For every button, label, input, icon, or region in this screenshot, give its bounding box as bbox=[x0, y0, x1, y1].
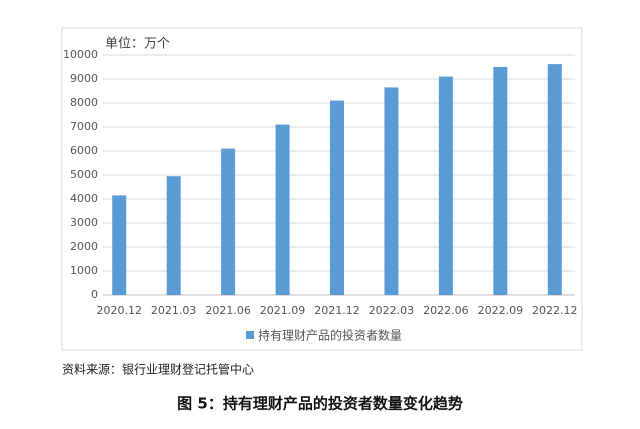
y-tick-label: 1000 bbox=[70, 264, 98, 277]
bar bbox=[493, 67, 508, 295]
bar bbox=[438, 76, 453, 295]
legend-swatch bbox=[246, 331, 254, 339]
bar bbox=[221, 148, 236, 295]
x-tick-label: 2021.06 bbox=[205, 304, 251, 317]
x-tick-label: 2021.09 bbox=[260, 304, 306, 317]
y-tick-label: 8000 bbox=[70, 96, 98, 109]
x-tick-label: 2022.06 bbox=[423, 304, 469, 317]
y-tick-label: 6000 bbox=[70, 144, 98, 157]
bar bbox=[330, 100, 344, 295]
y-tick-label: 4000 bbox=[70, 192, 98, 205]
caption: 图 5：持有理财产品的投资者数量变化趋势 bbox=[177, 395, 463, 413]
bar bbox=[384, 87, 399, 296]
y-tick-label: 0 bbox=[91, 288, 98, 301]
y-tick-label: 9000 bbox=[70, 72, 98, 85]
x-tick-label: 2022.03 bbox=[369, 304, 415, 317]
x-tick-label: 2020.12 bbox=[96, 304, 142, 317]
y-tick-label: 10000 bbox=[63, 48, 98, 61]
x-tick-label: 2021.03 bbox=[151, 304, 197, 317]
unit-label: 单位：万个 bbox=[105, 37, 170, 52]
x-tick-label: 2021.12 bbox=[314, 304, 360, 317]
bar bbox=[547, 64, 562, 296]
bar bbox=[112, 195, 127, 295]
y-tick-label: 5000 bbox=[70, 168, 98, 181]
y-tick-label: 7000 bbox=[70, 120, 98, 133]
source-note: 资料来源：银行业理财登记托管中心 bbox=[62, 362, 254, 377]
y-tick-label: 2000 bbox=[70, 240, 98, 253]
bar bbox=[166, 176, 181, 295]
x-tick-label: 2022.12 bbox=[532, 304, 578, 317]
y-tick-label: 3000 bbox=[70, 216, 98, 229]
x-tick-label: 2022.09 bbox=[478, 304, 524, 317]
legend-label: 持有理财产品的投资者数量 bbox=[258, 328, 402, 343]
bar bbox=[275, 124, 290, 295]
